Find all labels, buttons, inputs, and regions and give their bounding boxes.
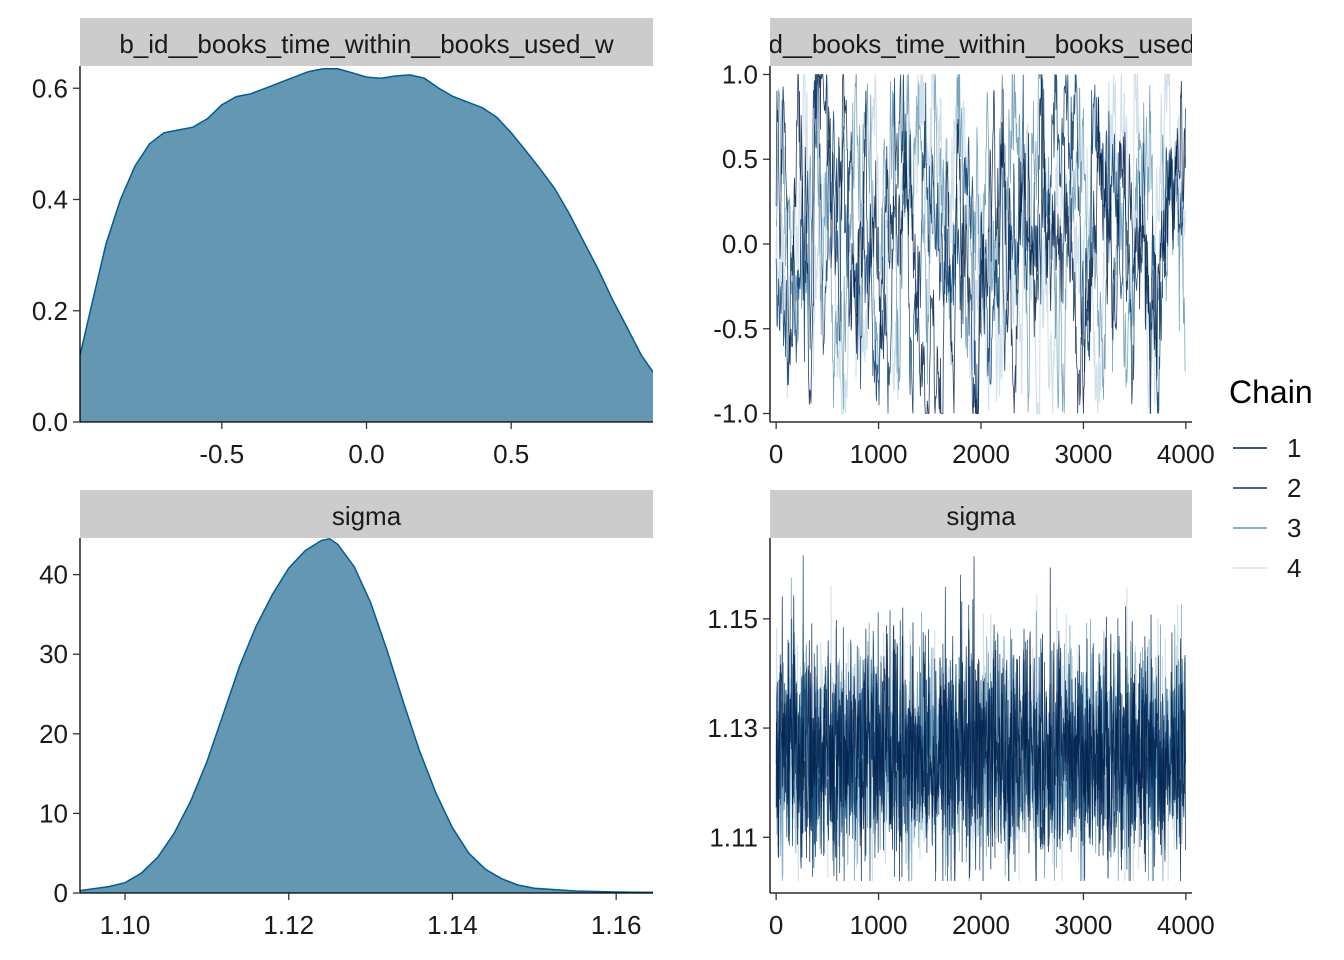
x-tick-label: 4000 (1157, 439, 1215, 469)
x-tick-label: 0 (769, 910, 783, 940)
y-tick-label: 0.2 (32, 296, 68, 326)
legend-label-chain-2: 2 (1287, 473, 1301, 503)
y-tick-label: 0.4 (32, 185, 68, 215)
x-tick-label: 0.5 (493, 439, 529, 469)
y-tick-label: 0.0 (722, 229, 758, 259)
x-tick-label: 1.10 (100, 910, 151, 940)
strip-background (80, 490, 653, 538)
y-tick-label: 0.5 (722, 144, 758, 174)
x-axis-ticks: 0 1000 2000 3000 4000 (769, 893, 1215, 940)
x-tick-label: 3000 (1055, 910, 1113, 940)
strip-label: b_id__books_time_within__books_used_w (734, 29, 1229, 59)
x-tick-label: 1000 (850, 439, 908, 469)
trace-panel-top: b_id__books_time_within__books_used_w -1… (713, 18, 1229, 469)
y-tick-label: 0.0 (32, 407, 68, 437)
y-tick-label: 40 (39, 560, 68, 590)
x-tick-label: 1.16 (591, 910, 642, 940)
y-axis-ticks: 1.11 1.13 1.15 (707, 604, 770, 852)
legend-label-chain-4: 4 (1287, 553, 1301, 583)
plot-area (775, 73, 1186, 415)
y-tick-label: -1.0 (713, 399, 758, 429)
legend-keys: 1 2 3 4 (1233, 433, 1301, 583)
y-tick-label: -0.5 (713, 314, 758, 344)
plot-area (80, 68, 653, 422)
x-tick-label: 1.12 (263, 910, 314, 940)
x-tick-label: 4000 (1157, 910, 1215, 940)
density-panel-bottom: sigma 0 10 20 30 40 1.10 1.12 1.14 1.16 (39, 490, 653, 940)
y-tick-label: 0 (54, 878, 68, 908)
legend-label-chain-1: 1 (1287, 433, 1301, 463)
x-tick-label: 2000 (952, 910, 1010, 940)
strip-label: sigma (946, 501, 1016, 531)
y-tick-label: 1.13 (707, 713, 758, 743)
trace-chain-2 (775, 74, 1186, 414)
density-curve (80, 68, 653, 373)
y-tick-label: 20 (39, 719, 68, 749)
density-area (80, 68, 653, 422)
trace-panel-bottom: sigma 1.11 1.13 1.15 0 1000 2000 3000 4000 (707, 490, 1215, 940)
trace-chain-1 (775, 556, 1186, 881)
strip-background (770, 490, 1192, 538)
y-axis-ticks: 0 10 20 30 40 (39, 560, 80, 908)
strip-label: b_id__books_time_within__books_used_w (119, 29, 614, 59)
strip-background (80, 18, 653, 66)
y-tick-label: 0.6 (32, 73, 68, 103)
y-axis-ticks: -1.0 -0.5 0.0 0.5 1.0 (713, 59, 770, 429)
legend-label-chain-3: 3 (1287, 513, 1301, 543)
x-axis-ticks: 0 1000 2000 3000 4000 (769, 422, 1215, 469)
plot-area (775, 555, 1186, 882)
y-axis-ticks: 0.0 0.2 0.4 0.6 (32, 73, 80, 437)
x-tick-label: 1000 (850, 910, 908, 940)
chain-legend: Chain 1 2 3 4 (1229, 374, 1313, 583)
y-tick-label: 1.11 (709, 822, 758, 852)
x-axis-ticks: 1.10 1.12 1.14 1.16 (100, 893, 642, 940)
y-tick-label: 30 (39, 639, 68, 669)
x-axis-ticks: -0.5 0.0 0.5 (199, 422, 529, 469)
trace-chain-1 (775, 73, 1186, 415)
strip-label: sigma (332, 501, 402, 531)
legend-title: Chain (1229, 374, 1313, 410)
y-tick-label: 1.15 (707, 604, 758, 634)
x-tick-label: 1.14 (427, 910, 478, 940)
x-tick-label: 0 (769, 439, 783, 469)
x-tick-label: 0.0 (348, 439, 384, 469)
strip-background (770, 18, 1192, 66)
y-tick-label: 1.0 (722, 59, 758, 89)
plot-area (80, 538, 653, 893)
x-tick-label: 2000 (952, 439, 1010, 469)
density-panel-top: b_id__books_time_within__books_used_w 0.… (32, 18, 653, 469)
y-tick-label: 10 (39, 798, 68, 828)
trace-chain-2 (775, 555, 1186, 882)
density-area (80, 538, 653, 893)
x-tick-label: 3000 (1055, 439, 1113, 469)
density-curve (80, 538, 653, 893)
x-tick-label: -0.5 (199, 439, 244, 469)
